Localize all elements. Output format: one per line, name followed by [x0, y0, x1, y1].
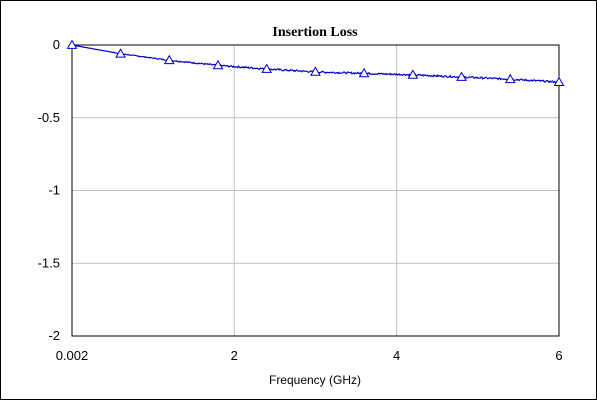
x-tick-label: 4	[393, 348, 400, 363]
plot-area-border	[71, 44, 560, 337]
y-tick-label: 0	[53, 37, 60, 52]
x-tick-label: 2	[231, 348, 238, 363]
data-point-marker	[358, 67, 370, 78]
x-tick-label: 6	[555, 348, 562, 363]
data-point-marker	[407, 69, 419, 79]
data-point-marker	[553, 76, 565, 86]
chart-title: Insertion Loss	[272, 25, 358, 40]
data-point-marker	[504, 73, 516, 84]
y-tick-label: -1	[48, 183, 60, 198]
y-tick-label: -2	[48, 328, 60, 343]
data-point-marker	[115, 48, 126, 58]
data-point-marker	[456, 71, 467, 81]
x-tick-label: 0.002	[56, 348, 89, 363]
data-point-marker	[261, 63, 273, 73]
data-point-marker	[310, 66, 321, 76]
series-markers	[66, 39, 565, 86]
data-point-marker	[66, 39, 78, 49]
data-point-marker	[212, 59, 224, 70]
y-tick-labels: 0 -0.5 -1 -1.5 -2	[38, 37, 60, 343]
y-tick-label: -0.5	[38, 110, 60, 125]
x-axis-label: Frequency (GHz)	[269, 373, 361, 387]
data-point-marker	[163, 54, 175, 65]
x-tick-labels: 0.002 2 4 6	[56, 348, 563, 363]
grid-lines	[71, 44, 560, 337]
series-line	[71, 44, 560, 84]
y-tick-label: -1.5	[38, 255, 60, 270]
